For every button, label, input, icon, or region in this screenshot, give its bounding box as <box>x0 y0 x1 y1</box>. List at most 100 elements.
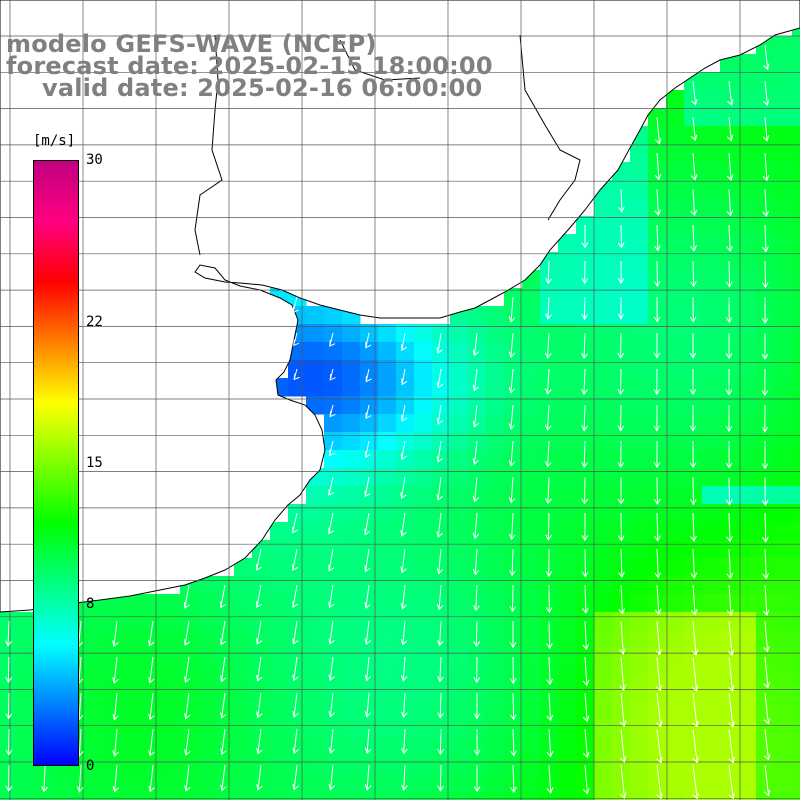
wind-arrow <box>728 692 735 728</box>
wind-arrow <box>508 440 516 467</box>
wind-speed-cell <box>738 288 757 307</box>
wind-speed-cell <box>198 684 217 703</box>
wind-arrow <box>76 764 84 793</box>
wind-speed-cell <box>702 720 721 739</box>
wind-speed-cell <box>792 486 800 505</box>
wind-speed-cell <box>558 504 577 523</box>
wind-arrow <box>654 116 662 145</box>
wind-speed-cell <box>666 126 685 145</box>
wind-speed-cell <box>306 378 325 397</box>
wind-arrow <box>654 548 662 579</box>
wind-speed-cell <box>324 702 343 721</box>
wind-speed-cell <box>594 450 613 469</box>
wind-speed-cell <box>738 54 757 73</box>
wind-arrow <box>763 656 770 689</box>
wind-speed-cell <box>576 774 595 793</box>
wind-speed-cell <box>702 252 721 271</box>
wind-speed-cell <box>738 432 757 451</box>
wind-arrow <box>472 512 480 540</box>
wind-speed-cell <box>378 576 397 595</box>
wind-speed-cell <box>558 234 577 253</box>
wind-speed-cell <box>792 630 800 649</box>
wind-arrow <box>692 692 699 728</box>
wind-speed-cell <box>342 630 361 649</box>
wind-arrow <box>581 476 589 505</box>
wind-speed-cell <box>234 666 253 685</box>
wind-arrow <box>328 584 335 609</box>
wind-speed-cell <box>360 702 379 721</box>
wind-speed-cell <box>630 324 649 343</box>
wind-speed-cell <box>270 720 289 739</box>
wind-speed-cell <box>522 486 541 505</box>
wind-speed-cell <box>342 612 361 631</box>
wind-speed-cell <box>180 702 199 721</box>
wind-speed-cell <box>774 738 793 757</box>
wind-arrow <box>473 764 481 793</box>
wind-speed-cell <box>774 774 793 793</box>
wind-speed-cell <box>378 324 397 343</box>
wind-speed-cell <box>702 180 721 199</box>
wind-speed-cell <box>792 198 800 217</box>
wind-speed-cell <box>630 486 649 505</box>
wind-speed-cell <box>774 432 793 451</box>
wind-speed-cell <box>342 774 361 793</box>
wind-speed-cell <box>720 162 739 181</box>
wind-arrow <box>763 692 771 725</box>
wind-speed-cell <box>666 540 685 559</box>
wind-speed-cell <box>738 756 757 775</box>
wind-speed-cell <box>306 486 325 505</box>
wind-speed-cell <box>630 342 649 361</box>
wind-arrow <box>401 404 408 422</box>
wind-speed-cell <box>486 504 505 523</box>
wind-arrow <box>726 152 734 182</box>
wind-speed-cell <box>792 612 800 631</box>
wind-speed-cell <box>756 126 775 145</box>
wind-speed-cell <box>792 270 800 289</box>
wind-speed-cell <box>486 792 505 800</box>
wind-speed-cell <box>774 666 793 685</box>
wind-speed-cell <box>504 792 523 800</box>
wind-speed-cell <box>450 630 469 649</box>
wind-arrow <box>328 692 336 718</box>
wind-speed-cell <box>180 594 199 613</box>
wind-speed-cell <box>558 612 577 631</box>
wind-speed-cell <box>594 198 613 217</box>
colorbar-tick-label: 30 <box>86 152 103 168</box>
wind-speed-cell <box>378 414 397 433</box>
wind-speed-cell <box>738 558 757 577</box>
wind-speed-cell <box>684 666 703 685</box>
wind-speed-cell <box>702 414 721 433</box>
wind-speed-cell <box>666 270 685 289</box>
wind-speed-cell <box>666 198 685 217</box>
wind-speed-cell <box>666 414 685 433</box>
wind-arrow <box>617 440 625 469</box>
wind-speed-cell <box>522 630 541 649</box>
wind-speed-cell <box>378 738 397 757</box>
wind-speed-cell <box>738 126 757 145</box>
wind-speed-cell <box>450 486 469 505</box>
wind-speed-cell <box>792 468 800 487</box>
wind-speed-cell <box>108 630 127 649</box>
wind-speed-cell <box>306 720 325 739</box>
wind-speed-cell <box>450 594 469 613</box>
wind-speed-cell <box>738 504 757 523</box>
wind-speed-cell <box>594 774 613 793</box>
wind-speed-cell <box>738 774 757 793</box>
wind-speed-cell <box>792 774 800 793</box>
wind-arrow <box>762 188 770 218</box>
wind-speed-cell <box>522 522 541 541</box>
wind-speed-cell <box>72 774 91 793</box>
wind-speed-cell <box>414 702 433 721</box>
wind-speed-cell <box>360 666 379 685</box>
wind-speed-cell <box>486 756 505 775</box>
wind-speed-cell <box>648 738 667 757</box>
wind-speed-cell <box>396 792 415 800</box>
wind-speed-cell <box>432 702 451 721</box>
wind-speed-cell <box>486 774 505 793</box>
wind-speed-cell <box>342 702 361 721</box>
wind-speed-cell <box>540 792 559 800</box>
wind-speed-cell <box>612 666 631 685</box>
wind-speed-cell <box>306 738 325 757</box>
wind-speed-cell <box>558 594 577 613</box>
wind-speed-cell <box>324 738 343 757</box>
